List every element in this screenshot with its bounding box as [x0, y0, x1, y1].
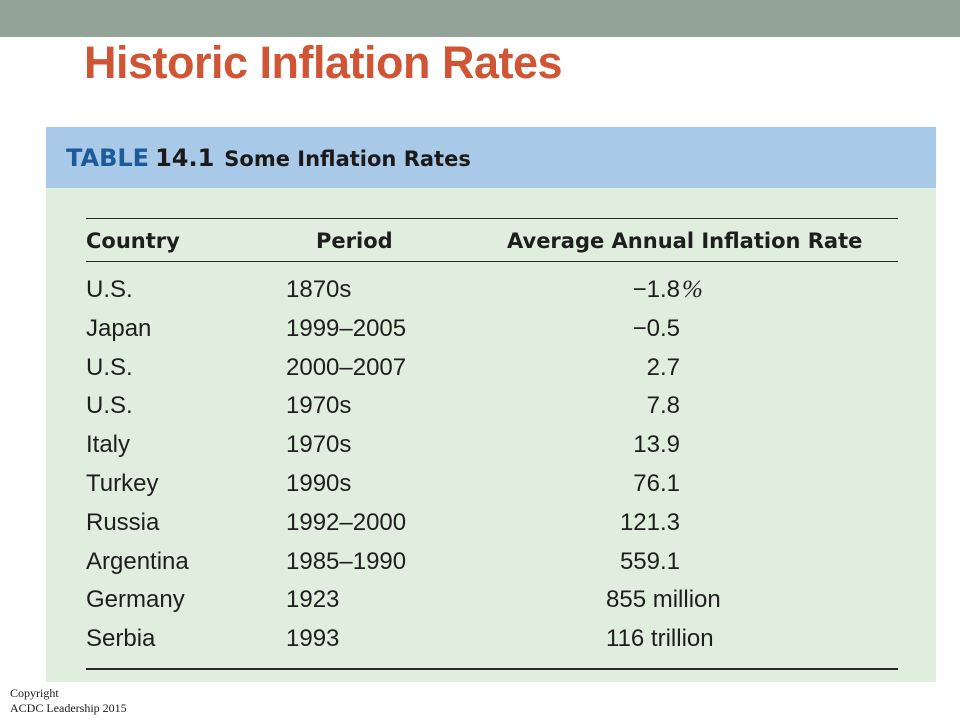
- cell-rate: 855 million: [606, 586, 721, 614]
- table-row: Argentina 1985–1990 559.1: [46, 546, 936, 585]
- column-header-rate: Average Annual Inflation Rate: [507, 229, 863, 253]
- cell-period: 1970s: [286, 431, 352, 459]
- cell-country: U.S.: [86, 276, 133, 303]
- cell-rate: 13.9: [633, 431, 680, 459]
- cell-period: 1970s: [286, 392, 352, 420]
- table-row: Turkey 1990s 76.1: [46, 468, 936, 507]
- cell-country: U.S.: [86, 353, 133, 381]
- cell-period: 1870s: [286, 276, 352, 303]
- cell-period: 2000–2007: [286, 353, 407, 381]
- cell-rate: 559.1: [619, 547, 680, 575]
- copyright-notice: Copyright ACDC Leadership 2015: [10, 686, 127, 716]
- cell-rate: 7.8: [646, 392, 680, 420]
- cell-rate: 2.7: [646, 353, 680, 381]
- table-row: U.S. 1870s −1.8%: [46, 274, 936, 313]
- table-caption-label: TABLE: [66, 144, 150, 172]
- cell-country: Argentina: [86, 547, 189, 575]
- cell-rate: 116 trillion: [606, 625, 714, 653]
- cell-rate: 121.3: [619, 508, 680, 536]
- column-header-country: Country: [86, 229, 180, 253]
- cell-period: 1993: [286, 625, 340, 653]
- table-row: Italy 1970s 13.9: [46, 429, 936, 468]
- copyright-line-2: ACDC Leadership 2015: [10, 701, 127, 715]
- top-accent-bar: [0, 0, 960, 37]
- cell-country: Russia: [86, 508, 160, 536]
- cell-country: Italy: [86, 431, 131, 459]
- cell-period: 1923: [286, 586, 340, 614]
- cell-period: 1992–2000: [286, 508, 407, 536]
- cell-rate-unit: %: [682, 276, 703, 303]
- table-row: Serbia 1993 116 trillion: [46, 623, 936, 662]
- table-caption: TABLE 14.1 Some Inflation Rates: [66, 143, 471, 176]
- table-row: U.S. 2000–2007 2.7: [46, 352, 936, 391]
- cell-period: 1985–1990: [286, 547, 407, 575]
- cell-country: Germany: [86, 586, 185, 614]
- table-bottom-rule: [86, 668, 898, 670]
- column-header-period: Period: [316, 229, 393, 253]
- cell-country: Serbia: [86, 625, 156, 653]
- inflation-table: TABLE 14.1 Some Inflation Rates Country Pe…: [46, 127, 936, 682]
- cell-country: Japan: [86, 314, 152, 342]
- table-caption-number: 14.1: [155, 144, 215, 172]
- table-caption-text: Some Inflation Rates: [224, 147, 471, 171]
- table-row: Japan 1999–2005 −0.5: [46, 313, 936, 352]
- cell-period: 1990s: [286, 470, 352, 497]
- table-header-rule: [86, 261, 898, 262]
- table-row: Russia 1992–2000 121.3: [46, 507, 936, 546]
- table-caption-band: TABLE 14.1 Some Inflation Rates: [46, 127, 936, 188]
- table-row: Germany 1923 855 million: [46, 584, 936, 623]
- cell-country: U.S.: [86, 392, 133, 420]
- table-row: U.S. 1970s 7.8: [46, 390, 936, 429]
- cell-rate: −0.5: [632, 314, 680, 342]
- cell-country: Turkey: [86, 470, 159, 497]
- copyright-line-1: Copyright: [10, 686, 59, 700]
- cell-period: 1999–2005: [286, 314, 407, 342]
- cell-rate: 76.1: [633, 470, 680, 497]
- slide-title: Historic Inflation Rates: [84, 37, 563, 88]
- cell-rate: −1.8: [632, 276, 680, 303]
- table-top-rule: [86, 218, 898, 219]
